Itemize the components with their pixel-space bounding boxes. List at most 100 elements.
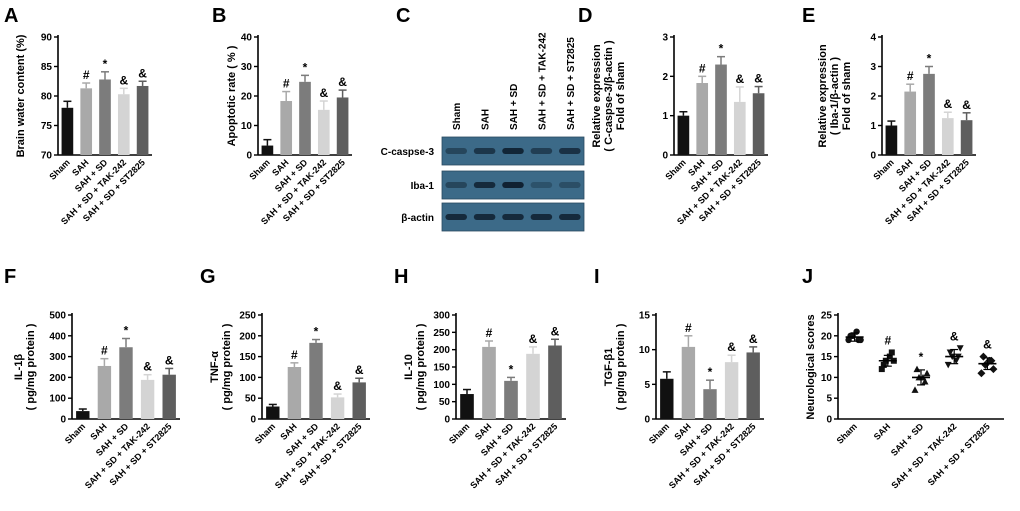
y-tick-label: 400 xyxy=(49,331,66,342)
bar xyxy=(330,397,345,419)
bar xyxy=(287,367,302,419)
bar xyxy=(548,345,562,419)
y-tick-label: 30 xyxy=(241,62,253,73)
significance-mark: & xyxy=(962,98,971,112)
significance-mark: # xyxy=(907,69,914,83)
bar xyxy=(960,120,973,155)
y-tick-label: 100 xyxy=(49,394,66,405)
significance-mark: & xyxy=(333,379,342,393)
y-axis-label: Fold of sham xyxy=(615,62,627,131)
y-tick-label: 5 xyxy=(644,380,650,391)
y-tick-label: 0 xyxy=(444,415,450,426)
category-label: Sham xyxy=(63,421,87,445)
y-tick-label: 200 xyxy=(49,373,66,384)
lane-label: SAH + SD + ST2825 xyxy=(566,37,577,130)
significance-mark: * xyxy=(314,325,319,339)
blot-band xyxy=(559,214,581,220)
panel-letter: H xyxy=(394,266,408,288)
data-point xyxy=(946,349,954,356)
y-tick-label: 80 xyxy=(41,92,53,103)
significance-mark: * xyxy=(124,324,129,338)
significance-mark: & xyxy=(143,360,152,374)
y-tick-label: 150 xyxy=(433,363,450,374)
data-point xyxy=(989,365,998,374)
y-axis-label: Fold of sham xyxy=(841,62,853,131)
bar xyxy=(681,346,696,419)
y-tick-label: 1 xyxy=(870,121,876,132)
lane-label: SAH xyxy=(481,109,492,130)
y-axis-label: TGF-β1 xyxy=(603,348,615,387)
blot-band xyxy=(445,214,467,220)
panel-c: C Sham SAH SAH + SD SAH + SD + TAK-242 SAH + … xyxy=(381,5,585,232)
blot-band xyxy=(473,214,496,220)
data-point xyxy=(847,332,854,339)
y-tick-label: 300 xyxy=(49,352,66,363)
y-axis-label: IL-1β xyxy=(13,354,25,381)
y-tick-label: 5 xyxy=(826,394,832,405)
bar xyxy=(904,91,917,155)
blot-band xyxy=(559,148,581,154)
significance-mark: & xyxy=(529,332,538,346)
blot-band xyxy=(530,148,553,154)
bar xyxy=(923,73,935,155)
y-tick-label: 90 xyxy=(41,33,53,44)
blot-band xyxy=(502,182,524,188)
y-tick-label: 0 xyxy=(662,151,668,162)
bar xyxy=(696,83,709,155)
bar xyxy=(746,352,760,419)
significance-mark: & xyxy=(338,75,347,89)
panel-letter: F xyxy=(4,266,16,288)
y-tick-label: 15 xyxy=(639,311,651,322)
significance-mark: * xyxy=(708,365,713,379)
y-axis-label: IL-10 xyxy=(403,354,415,380)
y-tick-label: 100 xyxy=(239,373,256,384)
blot-band xyxy=(473,182,496,188)
y-tick-label: 20 xyxy=(821,331,833,342)
blot-band xyxy=(473,148,496,154)
y-axis-label: ( Iba-1/β-actin ) xyxy=(829,57,841,136)
panel-letter: E xyxy=(802,5,815,27)
panel-g: G 0 50 100 150 200 250 TNF-α( pg/mg protein ) Sh… xyxy=(200,266,370,491)
y-axis-label: ( pg/mg protein ) xyxy=(615,323,627,410)
y-tick-label: 50 xyxy=(439,397,451,408)
bar xyxy=(99,79,111,155)
category-label: Sham xyxy=(647,421,671,445)
data-point xyxy=(923,369,931,377)
y-tick-label: 0 xyxy=(60,415,66,426)
significance-mark: & xyxy=(119,73,128,87)
y-tick-label: 0 xyxy=(250,415,256,426)
panel-d: D 0 1 2 3 Relative expression( C-caspse-3/β-a… xyxy=(578,5,768,227)
category-label: Sham xyxy=(447,421,471,445)
significance-mark: * xyxy=(303,60,308,74)
y-tick-label: 70 xyxy=(41,151,53,162)
y-tick-label: 25 xyxy=(821,311,833,322)
y-tick-label: 10 xyxy=(821,373,833,384)
lane-label: SAH + SD + TAK-242 xyxy=(537,32,548,130)
y-tick-label: 4 xyxy=(870,33,876,44)
y-tick-label: 85 xyxy=(41,62,53,73)
y-tick-label: 2 xyxy=(662,72,668,83)
y-axis-label: Neurological scores xyxy=(805,314,817,419)
significance-mark: # xyxy=(283,77,290,91)
data-point xyxy=(987,356,996,365)
category-label: Sham xyxy=(253,421,277,445)
y-tick-label: 0 xyxy=(870,151,876,162)
y-axis-label: ( pg/mg protein ) xyxy=(415,323,427,410)
data-point xyxy=(886,353,893,360)
significance-mark: # xyxy=(101,344,108,358)
lane-label: SAH + SD xyxy=(509,84,520,130)
bar xyxy=(703,389,717,419)
panel-e: E 0 1 2 3 4 Relative expression( Iba-1/β-actin… xyxy=(802,5,976,227)
y-tick-label: 10 xyxy=(639,345,651,356)
bar xyxy=(482,346,496,419)
significance-mark: & xyxy=(754,72,763,86)
significance-mark: # xyxy=(291,348,298,362)
blot-band xyxy=(530,182,553,188)
y-tick-label: 50 xyxy=(245,394,257,405)
blot-row-label: Iba-1 xyxy=(411,181,435,192)
